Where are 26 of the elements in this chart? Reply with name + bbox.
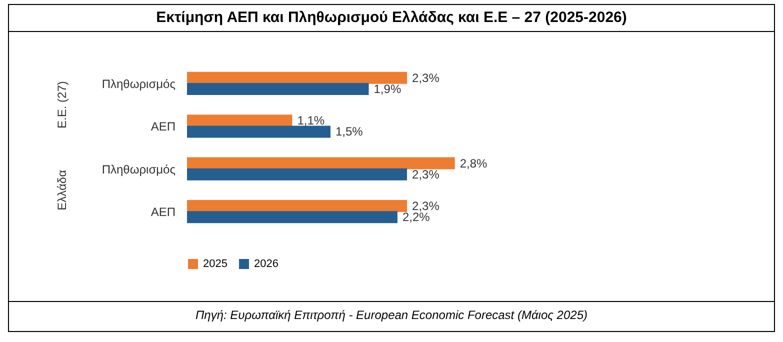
data-label: 2,8% [460, 156, 488, 170]
legend-label: 2026 [254, 258, 278, 270]
data-label: 2,2% [402, 210, 430, 224]
data-label: 1,1% [297, 114, 325, 128]
bar [187, 126, 330, 138]
data-label: 2,3% [412, 167, 440, 182]
bar [187, 72, 408, 84]
text: Ελλάδα [55, 170, 69, 210]
data-label: 1,9% [374, 82, 402, 96]
data-label: 2,3% [412, 70, 440, 85]
bar [187, 114, 292, 127]
bar [187, 83, 369, 96]
text: Ε.Ε. (27) [55, 81, 69, 128]
text: Πηγή: Ευρωπαϊκή Επιτροπή - European Economic Forecast (Μάιος 2025) [9, 301, 774, 322]
bar [187, 168, 408, 180]
data-label: 1,5% [335, 124, 364, 139]
chart-title: Εκτίμηση ΑΕΠ και Πληθωρισμού Ελλάδας και Ε.Ε – 27 (2025-2026) [9, 5, 774, 32]
bar [187, 211, 398, 224]
legend-label: 2025 [203, 258, 228, 270]
data-label: 2,3% [412, 198, 440, 213]
y-tick-label: ΑΕΠ [150, 205, 176, 220]
bar [187, 157, 455, 170]
y-tick-label: Πληθωρισμός [102, 76, 176, 91]
y-tick-label: Πληθωρισμός [102, 162, 176, 176]
bar [187, 200, 408, 212]
y-tick-label: ΑΕΠ [150, 120, 176, 134]
